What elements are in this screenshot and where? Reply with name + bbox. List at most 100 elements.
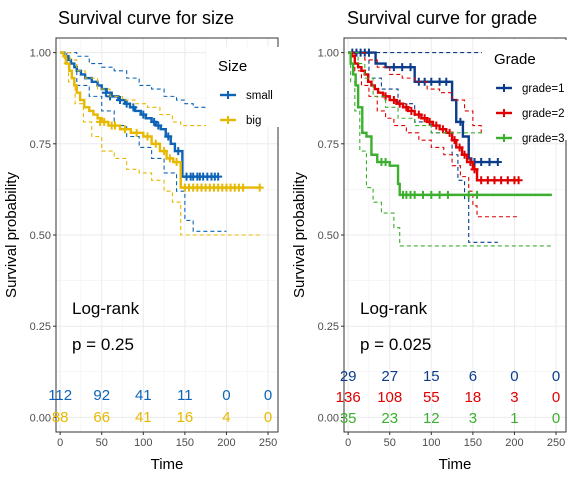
censor-mark-grade-3 bbox=[381, 158, 390, 167]
legend-key-censor-grade-2 bbox=[500, 109, 508, 117]
x-tick-label: 200 bbox=[505, 437, 523, 449]
at-risk-small: 0 bbox=[222, 387, 230, 404]
survival-curve-grade-3 bbox=[348, 51, 552, 197]
at-risk-small: 41 bbox=[135, 387, 152, 404]
p-value-label: p = 0.25 bbox=[72, 335, 134, 354]
x-axis-label: Time bbox=[151, 456, 184, 473]
ci-upper-big bbox=[60, 52, 227, 127]
ci-lower-grade-2 bbox=[348, 52, 519, 218]
censor-mark-grade-1 bbox=[477, 158, 486, 167]
censor-mark-grade-2 bbox=[470, 165, 479, 174]
at-risk-big: 16 bbox=[177, 409, 194, 426]
censor-mark-grade-1 bbox=[406, 63, 415, 72]
censor-mark-big bbox=[239, 183, 248, 192]
censor-mark-grade-2 bbox=[438, 125, 447, 134]
censor-mark-small bbox=[139, 110, 148, 119]
at-risk-grade-1: 0 bbox=[552, 368, 560, 385]
x-tick-label: 0 bbox=[57, 437, 63, 449]
legend-label-grade-2: grade=2 bbox=[522, 108, 565, 120]
at-risk-grade-2: 18 bbox=[465, 389, 482, 406]
censor-mark-grade-2 bbox=[407, 106, 416, 115]
at-risk-grade-1: 27 bbox=[381, 368, 398, 385]
legend-key-censor-grade-3 bbox=[500, 134, 508, 142]
censor-mark-grade-2 bbox=[460, 150, 469, 159]
y-tick-label: 0.00 bbox=[318, 412, 339, 424]
at-risk-big: 0 bbox=[264, 409, 272, 426]
y-tick-label: 0.00 bbox=[30, 412, 51, 424]
at-risk-grade-2: 108 bbox=[377, 389, 402, 406]
censor-mark-small bbox=[214, 172, 223, 181]
survival-curve-big bbox=[60, 51, 260, 189]
censor-mark-grade-2 bbox=[455, 143, 464, 152]
x-tick-label: 50 bbox=[96, 437, 108, 449]
legend-title: Size bbox=[218, 58, 247, 75]
censor-mark-grade-2 bbox=[402, 103, 411, 112]
at-risk-grade-2: 55 bbox=[423, 389, 440, 406]
at-risk-grade-3: 12 bbox=[423, 410, 440, 427]
at-risk-small: 11 bbox=[177, 387, 193, 404]
censor-mark-big bbox=[160, 147, 169, 156]
at-risk-big: 88 bbox=[52, 409, 69, 426]
censor-mark-grade-2 bbox=[450, 136, 459, 145]
censor-mark-grade-2 bbox=[425, 117, 434, 126]
at-risk-grade-3: 0 bbox=[552, 410, 560, 427]
ci-lower-small bbox=[60, 52, 227, 232]
at-risk-small: 92 bbox=[93, 387, 110, 404]
at-risk-grade-2: 3 bbox=[510, 389, 518, 406]
at-risk-grade-1: 15 bbox=[423, 368, 440, 385]
ci-lower-big bbox=[60, 52, 260, 236]
p-value-label: p = 0.025 bbox=[360, 335, 431, 354]
logrank-label: Log-rank bbox=[72, 299, 140, 318]
legend-box bbox=[482, 40, 574, 140]
legend-label-small: small bbox=[246, 90, 273, 102]
censor-mark-grade-2 bbox=[432, 121, 441, 130]
at-risk-grade-3: 3 bbox=[469, 410, 477, 427]
censor-mark-grade-3 bbox=[435, 190, 444, 199]
censor-mark-small bbox=[174, 147, 183, 156]
censor-mark-big bbox=[151, 139, 160, 148]
at-risk-grade-2: 136 bbox=[336, 389, 361, 406]
at-risk-grade-1: 6 bbox=[469, 368, 477, 385]
y-tick-label: 0.75 bbox=[318, 139, 339, 151]
censor-mark-big bbox=[121, 125, 130, 134]
at-risk-grade-3: 35 bbox=[340, 410, 357, 427]
legend-key-censor-small bbox=[224, 91, 232, 99]
censor-mark-grade-1 bbox=[427, 77, 436, 86]
y-axis-label: Survival probability bbox=[291, 172, 308, 298]
censor-mark-grade-2 bbox=[514, 176, 523, 185]
censor-mark-grade-1 bbox=[485, 158, 494, 167]
at-risk-big: 66 bbox=[93, 409, 110, 426]
at-risk-big: 41 bbox=[135, 409, 152, 426]
censor-mark-grade-2 bbox=[466, 158, 475, 167]
x-tick-label: 50 bbox=[384, 437, 396, 449]
censor-mark-big bbox=[172, 158, 181, 167]
censor-mark-big bbox=[143, 132, 152, 141]
at-risk-grade-1: 0 bbox=[510, 368, 518, 385]
ci-upper-grade-3 bbox=[348, 52, 552, 134]
censor-mark-small bbox=[101, 88, 110, 97]
censor-mark-grade-1 bbox=[442, 77, 451, 86]
y-tick-label: 1.00 bbox=[30, 48, 51, 60]
survival-curve-grade-1 bbox=[348, 51, 498, 164]
ci-lower-grade-3 bbox=[348, 52, 552, 247]
logrank-label: Log-rank bbox=[360, 299, 428, 318]
censor-mark-grade-2 bbox=[420, 114, 429, 123]
x-tick-label: 100 bbox=[134, 437, 152, 449]
legend-box bbox=[206, 47, 280, 127]
censor-mark-grade-2 bbox=[389, 96, 398, 105]
censor-mark-grade-3 bbox=[464, 190, 473, 199]
at-risk-grade-3: 1 bbox=[510, 410, 518, 427]
at-risk-small: 112 bbox=[48, 387, 72, 404]
survival-curve-small bbox=[60, 51, 219, 178]
censor-mark-small bbox=[116, 96, 125, 105]
at-risk-grade-3: 23 bbox=[381, 410, 398, 427]
censor-mark-grade-1 bbox=[364, 48, 373, 57]
censor-mark-grade-1 bbox=[389, 63, 398, 72]
censor-mark-grade-2 bbox=[395, 99, 404, 108]
censor-mark-grade-3 bbox=[473, 190, 482, 199]
legend-label-big: big bbox=[246, 115, 261, 127]
y-tick-label: 0.50 bbox=[318, 230, 339, 242]
y-axis-label: Survival probability bbox=[3, 172, 20, 298]
censor-mark-grade-1 bbox=[398, 63, 407, 72]
